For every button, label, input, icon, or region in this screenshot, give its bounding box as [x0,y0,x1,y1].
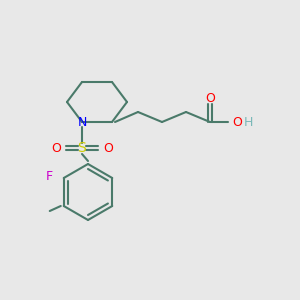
Text: O: O [51,142,61,154]
Text: N: N [77,116,87,128]
Text: H: H [244,116,254,128]
Text: O: O [232,116,242,128]
Text: O: O [205,92,215,104]
Text: S: S [78,141,86,155]
Text: F: F [46,169,53,182]
Text: O: O [103,142,113,154]
